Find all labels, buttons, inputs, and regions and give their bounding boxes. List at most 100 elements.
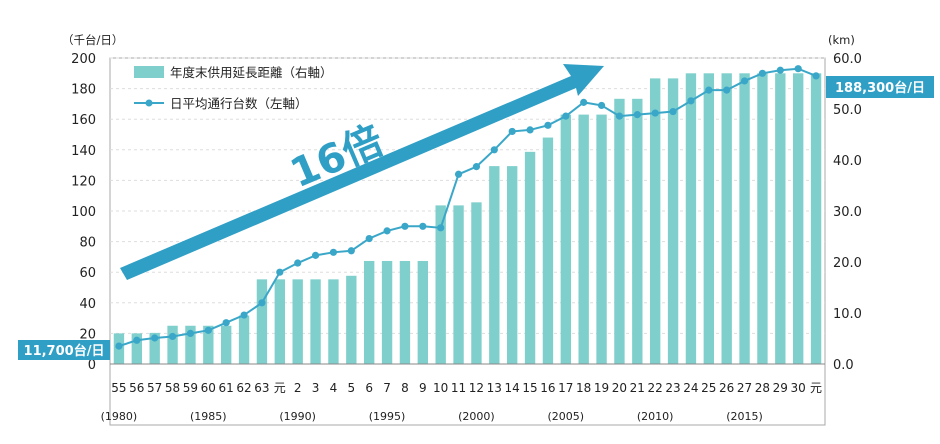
line-series [115,65,820,350]
bar [793,73,804,365]
line-point [705,86,713,94]
bar [417,260,428,364]
line-point [526,126,534,134]
right-tick-label: 0.0 [833,358,854,373]
bar [399,260,411,364]
line-point [544,121,552,129]
right-tick-label: 60.0 [833,52,862,67]
x-tick-label: 63 [254,381,269,395]
x-tick-label: 17 [558,381,573,395]
line-point [204,326,212,334]
line-point [168,332,177,341]
bar [703,73,714,365]
x-tick-label: 16 [540,381,555,395]
left-tick-label: 60 [79,266,96,281]
bar [757,73,768,365]
line-point [347,247,355,255]
bar [381,260,393,364]
bar [471,202,482,364]
line-point [794,65,802,73]
legend: 年度末供用延長距離（右軸） 日平均通行台数（左軸） [134,65,333,111]
left-tick-label: 120 [71,174,96,189]
line-point [365,234,373,243]
bar [274,279,285,364]
bar [185,325,196,364]
year-label: (2015) [726,410,763,423]
line-point [186,329,195,337]
end-badge-text: 188,300台/日 [835,80,925,96]
line-point [633,111,641,119]
left-tick-label: 20 [79,327,96,342]
bar [560,114,571,364]
left-tick-label: 160 [71,113,96,128]
legend-label-line: 日平均通行台数（左軸） [170,96,308,111]
line-point [651,109,659,117]
bar [310,279,321,364]
right-axis-unit: (km) [828,33,855,47]
right-tick-label: 30.0 [833,205,862,220]
line-point [258,299,266,307]
x-tick-label: 58 [165,381,180,395]
end-badge-bg [826,76,934,98]
x-tick-label: 59 [183,381,198,395]
bar [435,205,446,364]
bar [167,325,178,364]
left-tick-label: 80 [79,236,96,251]
bar [131,333,142,364]
line-point [419,222,427,230]
bar [203,325,214,364]
bar [650,78,661,365]
bar [810,73,822,365]
x-tick-label: 28 [755,381,770,395]
bar [149,332,160,364]
bar [739,73,750,365]
right-tick-label: 50.0 [833,103,862,118]
start-value-badge: 11,700台/日 [18,340,110,360]
x-tick-label: 62 [236,381,251,395]
legend-swatch-marker [145,99,153,107]
left-tick-label: 100 [71,205,96,220]
line-point [454,170,463,178]
line-point [669,107,677,116]
x-tick-label: 13 [487,381,502,395]
x-tick-label: 2 [294,381,302,395]
year-label: (2000) [458,410,495,423]
line-point [562,112,570,120]
line-point [401,222,409,230]
x-tick-label: 24 [683,381,698,395]
year-label: (2005) [548,410,585,423]
bar [578,114,589,364]
line-point [615,112,624,120]
line-point [776,66,784,74]
start-badge-bg [18,340,110,360]
x-tick-label: 60 [201,381,216,395]
line-point [472,163,481,171]
x-tick-label: 5 [347,381,355,395]
bar [721,73,732,365]
bar [542,137,554,364]
line-point [723,86,731,94]
x-tick-label: 9 [419,381,427,395]
line-point [740,77,749,85]
line-point [115,342,123,350]
end-value-badge: 188,300台/日 [826,76,934,98]
left-tick-label: 180 [71,83,96,98]
x-tick-label: 15 [522,381,537,395]
line-point [276,268,284,276]
growth-arrow-shape [120,64,604,280]
line-point [240,311,248,319]
legend-label-bar: 年度末供用延長距離（右軸） [170,65,333,80]
start-badge-text: 11,700台/日 [24,343,105,359]
line-point [812,72,820,80]
bar [489,166,500,364]
x-tick-label: 25 [701,381,716,395]
bar [524,151,536,364]
line-path [118,67,817,348]
line-point [329,248,338,256]
right-tick-label: 10.0 [833,307,862,322]
line-point [490,146,498,154]
left-tick-label: 40 [79,297,96,312]
line-point [151,334,159,342]
x-tick-label: 57 [147,381,162,395]
